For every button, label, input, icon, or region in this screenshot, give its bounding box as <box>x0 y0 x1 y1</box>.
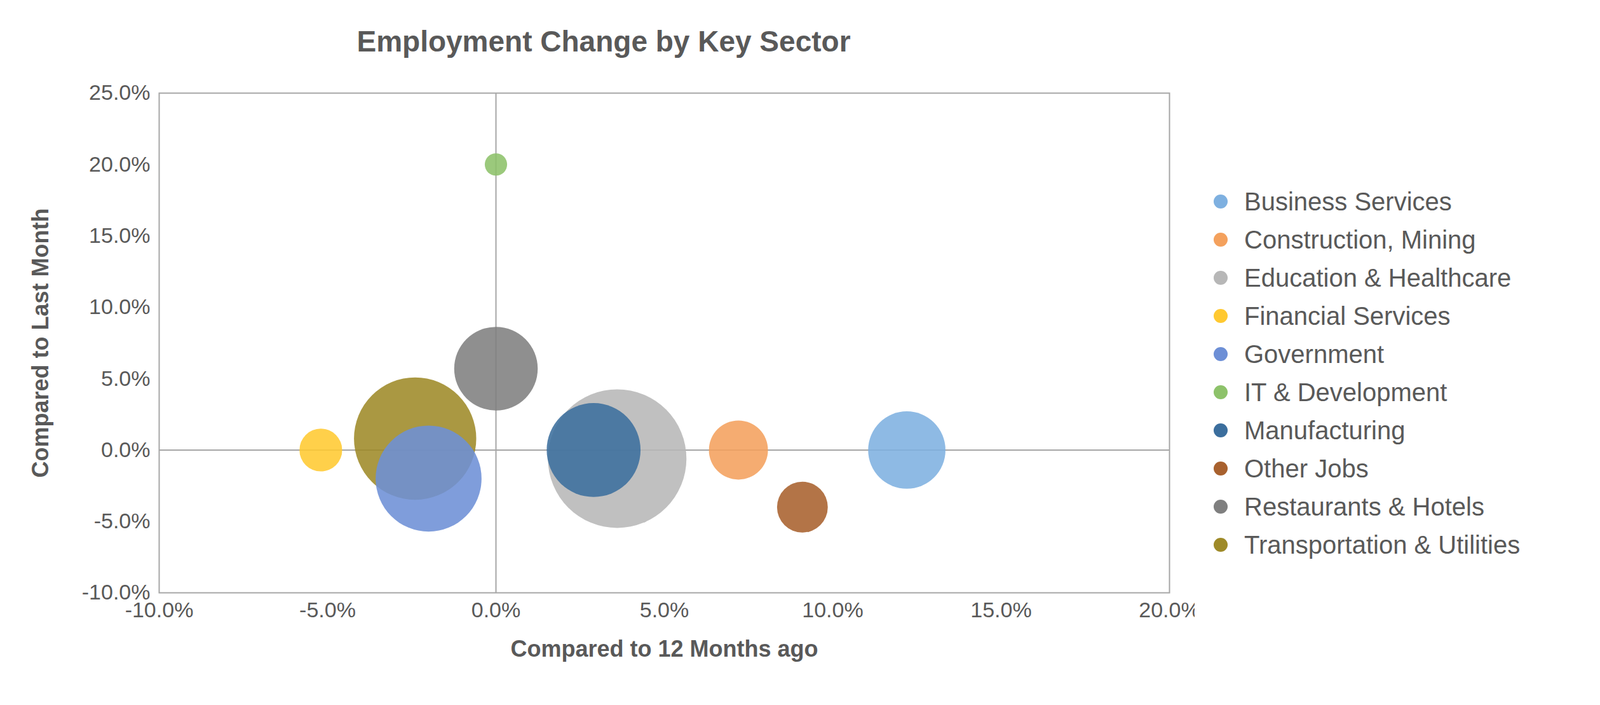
svg-text:-10.0%: -10.0% <box>81 579 151 604</box>
svg-text:-10.0%: -10.0% <box>125 597 194 622</box>
html-text:Other Jobs: Other Jobs <box>1244 454 1369 482</box>
svg-text:10.0%: 10.0% <box>88 294 150 319</box>
svg-text:Compared to 12 Months ago: Compared to 12 Months ago <box>510 635 818 662</box>
html-text:Education & Healthcare: Education & Healthcare <box>1244 263 1512 292</box>
html-text:Manufacturing: Manufacturing <box>1244 415 1406 444</box>
html-text:Restaurants & Hotels: Restaurants & Hotels <box>1244 492 1485 521</box>
svg-text:20.0%: 20.0% <box>1138 597 1195 622</box>
html-text:Employment Change by Key Secto: Employment Change by Key Sector <box>356 24 851 58</box>
svg-text:Compared to Last Month: Compared to Last Month <box>27 208 54 478</box>
svg-text:10.0%: 10.0% <box>801 597 863 622</box>
svg-text:5.0%: 5.0% <box>101 366 151 391</box>
svg-text:-5.0%: -5.0% <box>94 508 151 533</box>
svg-text:15.0%: 15.0% <box>970 597 1032 622</box>
svg-text:0.0%: 0.0% <box>101 437 151 462</box>
svg-text:5.0%: 5.0% <box>639 597 690 622</box>
html-text:Transportation & Utilities: Transportation & Utilities <box>1244 530 1521 559</box>
svg-text:15.0%: 15.0% <box>88 223 150 248</box>
html-text:Financial Services: Financial Services <box>1244 301 1451 330</box>
svg-text:0.0%: 0.0% <box>471 597 522 622</box>
svg-text:25.0%: 25.0% <box>88 80 150 105</box>
svg-text:-5.0%: -5.0% <box>299 597 356 622</box>
html-text:Government: Government <box>1244 339 1385 368</box>
html-text:Construction, Mining: Construction, Mining <box>1244 225 1476 254</box>
svg-text:20.0%: 20.0% <box>88 151 150 177</box>
html-text:IT & Development: IT & Development <box>1244 377 1448 406</box>
html-text:Business Services: Business Services <box>1244 187 1452 216</box>
